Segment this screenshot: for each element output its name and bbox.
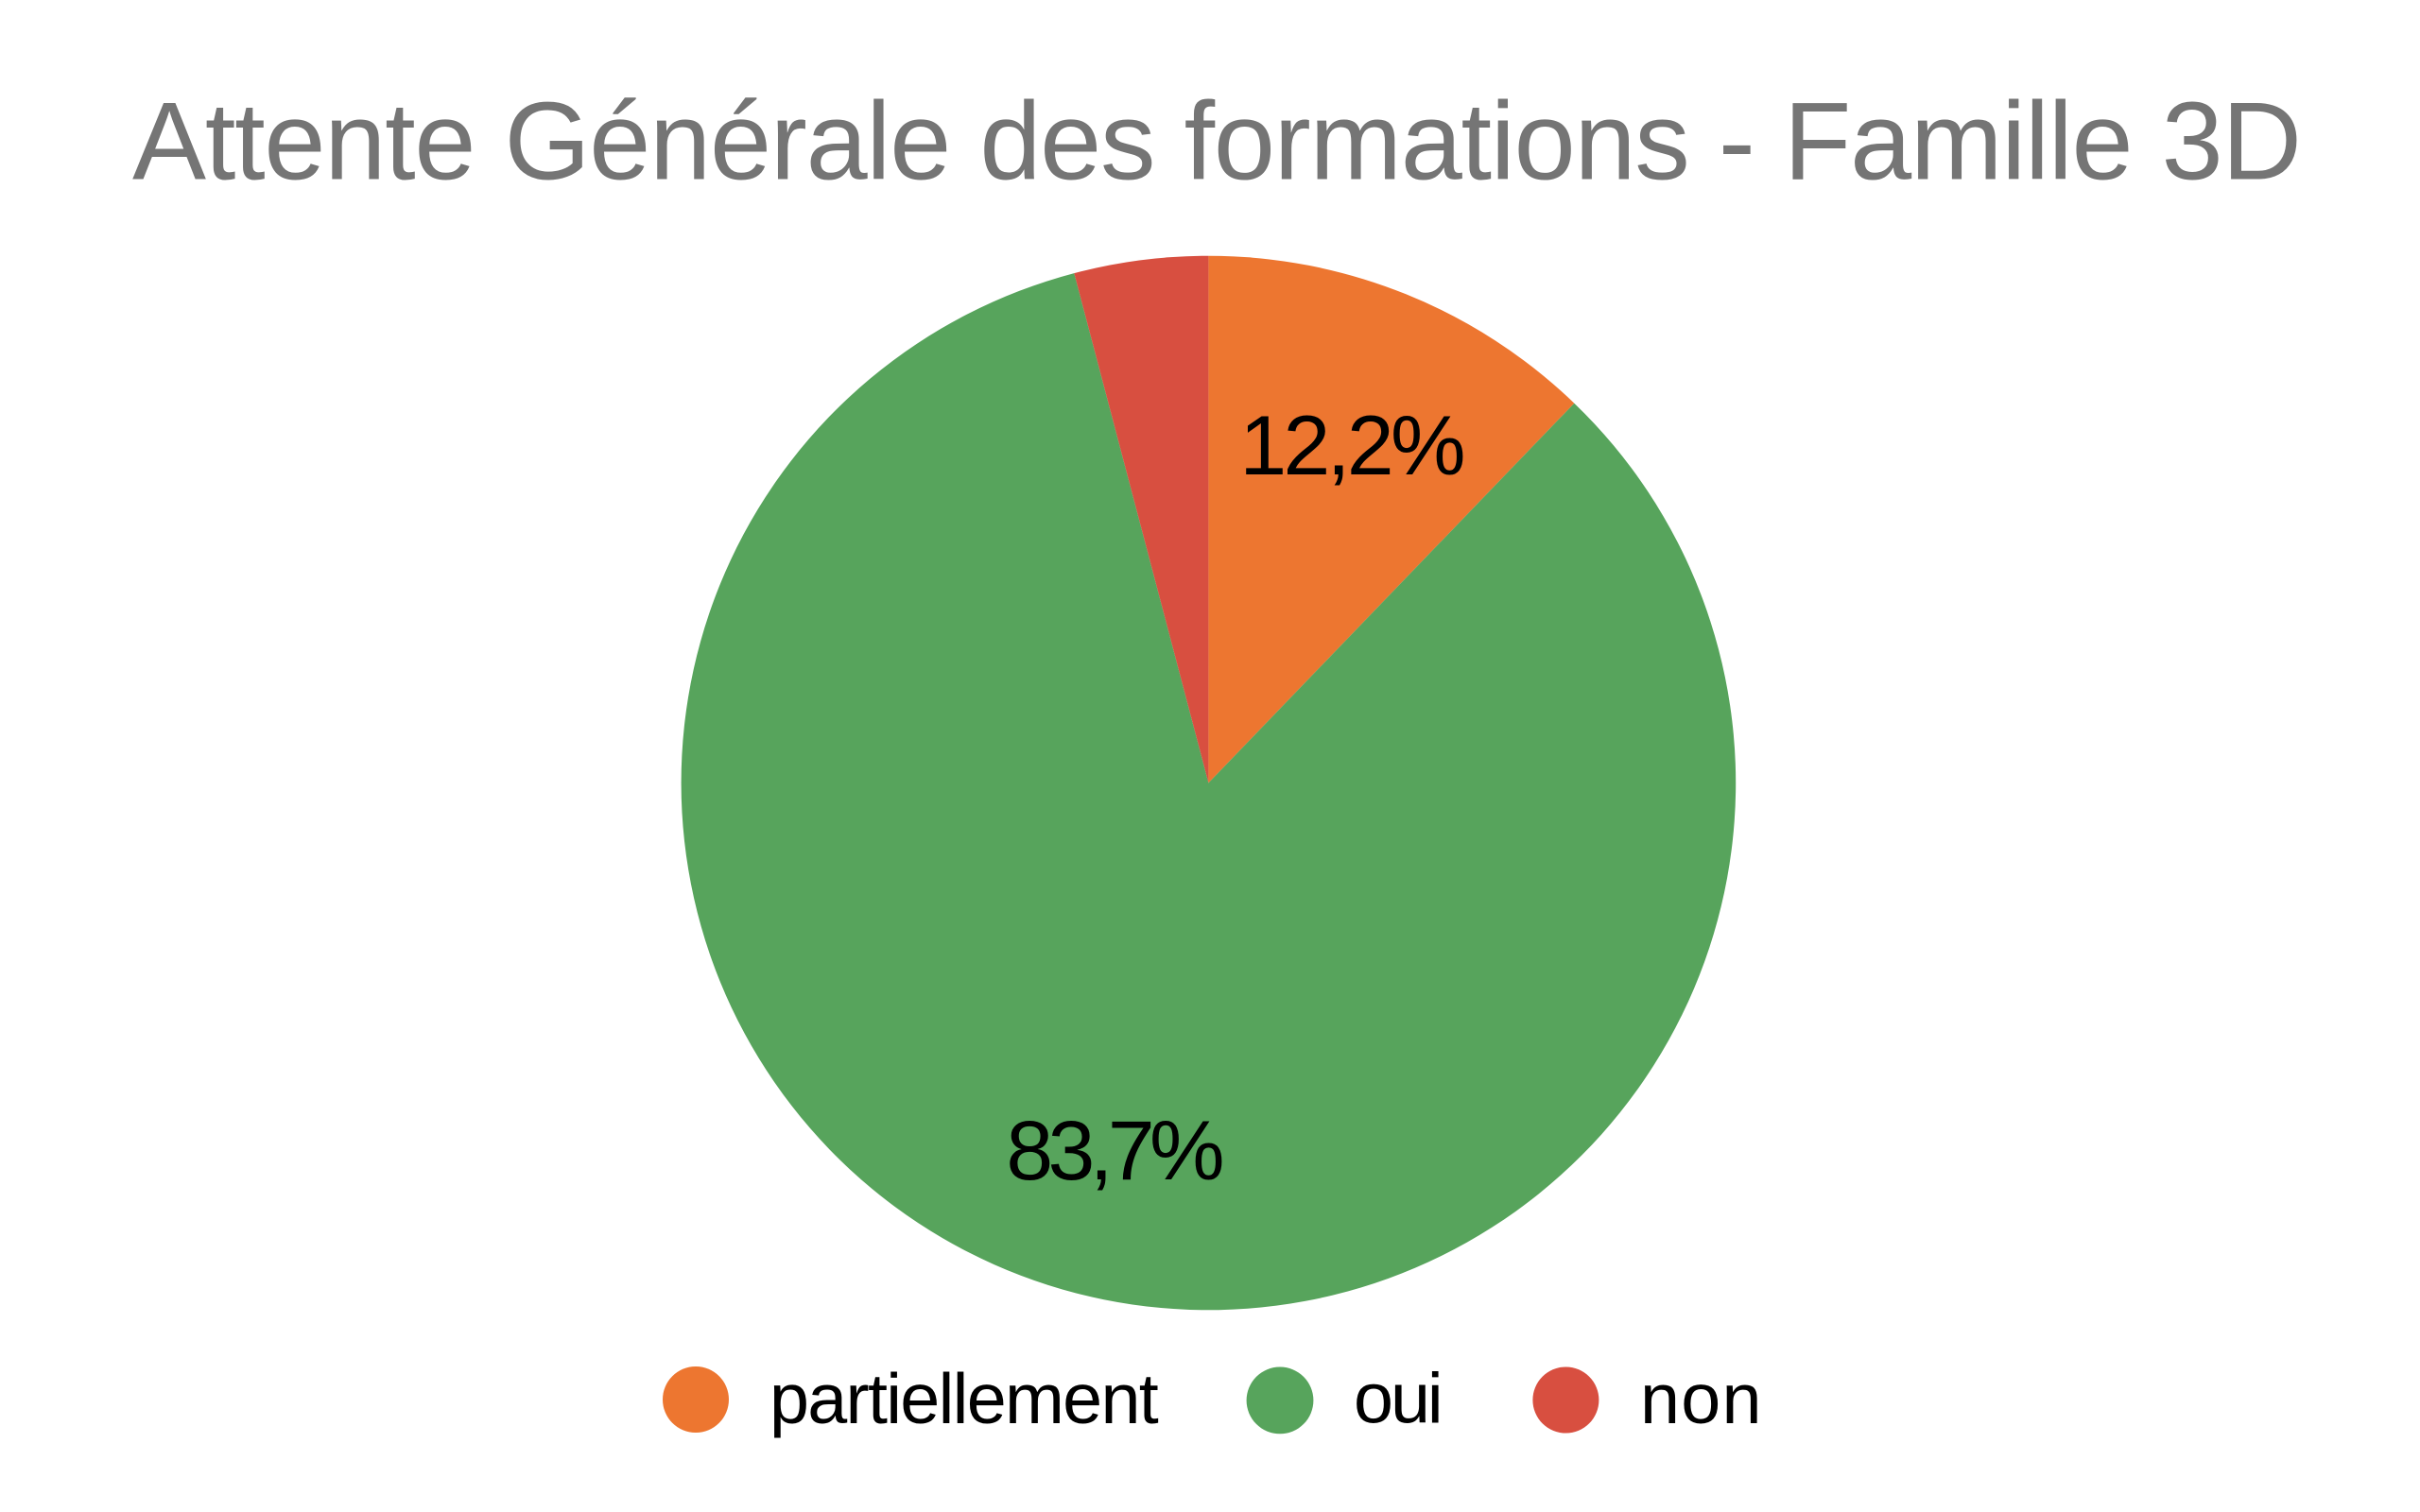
svg-text:partiellement: partiellement	[769, 1359, 1159, 1438]
svg-text:Attente Générale des formation: Attente Générale des formations - Famill…	[132, 79, 2302, 203]
svg-text:12,2%: 12,2%	[1239, 398, 1465, 492]
svg-text:non: non	[1640, 1359, 1762, 1438]
svg-text:83,7%: 83,7%	[1006, 1103, 1224, 1197]
svg-text:oui: oui	[1354, 1359, 1443, 1438]
